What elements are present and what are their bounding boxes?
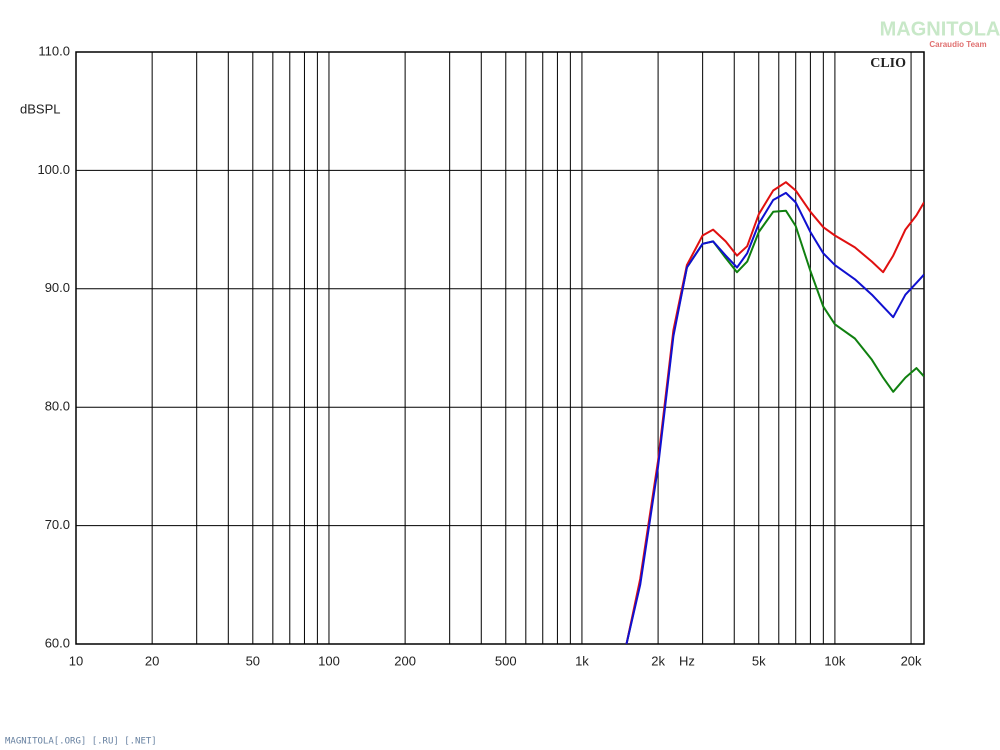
watermark-sub: Caraudio Team <box>929 40 986 49</box>
x-axis-unit: Hz <box>679 653 695 668</box>
series-line <box>625 191 924 644</box>
x-tick-label: 1k <box>575 653 589 668</box>
y-axis-label: dBSPL <box>20 101 60 116</box>
plot-frame <box>75 51 925 645</box>
y-tick-label: 100.0 <box>37 162 70 177</box>
x-tick-label: 10 <box>69 653 83 668</box>
y-tick-label: 80.0 <box>45 399 70 414</box>
x-tick-label: 20k <box>901 653 922 668</box>
x-tick-label: 2k <box>651 653 665 668</box>
x-tick-label: 5k <box>752 653 766 668</box>
y-tick-label: 70.0 <box>45 517 70 532</box>
x-tick-label: 20 <box>145 653 159 668</box>
x-tick-label: 10k <box>824 653 845 668</box>
y-tick-label: 60.0 <box>45 635 70 650</box>
x-tick-label: 200 <box>394 653 416 668</box>
x-tick-label: 500 <box>495 653 517 668</box>
y-tick-label: 90.0 <box>45 280 70 295</box>
brand: CLIO <box>870 56 906 71</box>
footer: MAGNITOLA[.ORG] [.RU] [.NET] <box>5 737 157 747</box>
watermark: MAGNITOLA <box>880 18 1000 40</box>
y-tick-label: 110.0 <box>38 43 70 58</box>
x-tick-label: 100 <box>318 653 340 668</box>
x-tick-label: 50 <box>246 653 260 668</box>
